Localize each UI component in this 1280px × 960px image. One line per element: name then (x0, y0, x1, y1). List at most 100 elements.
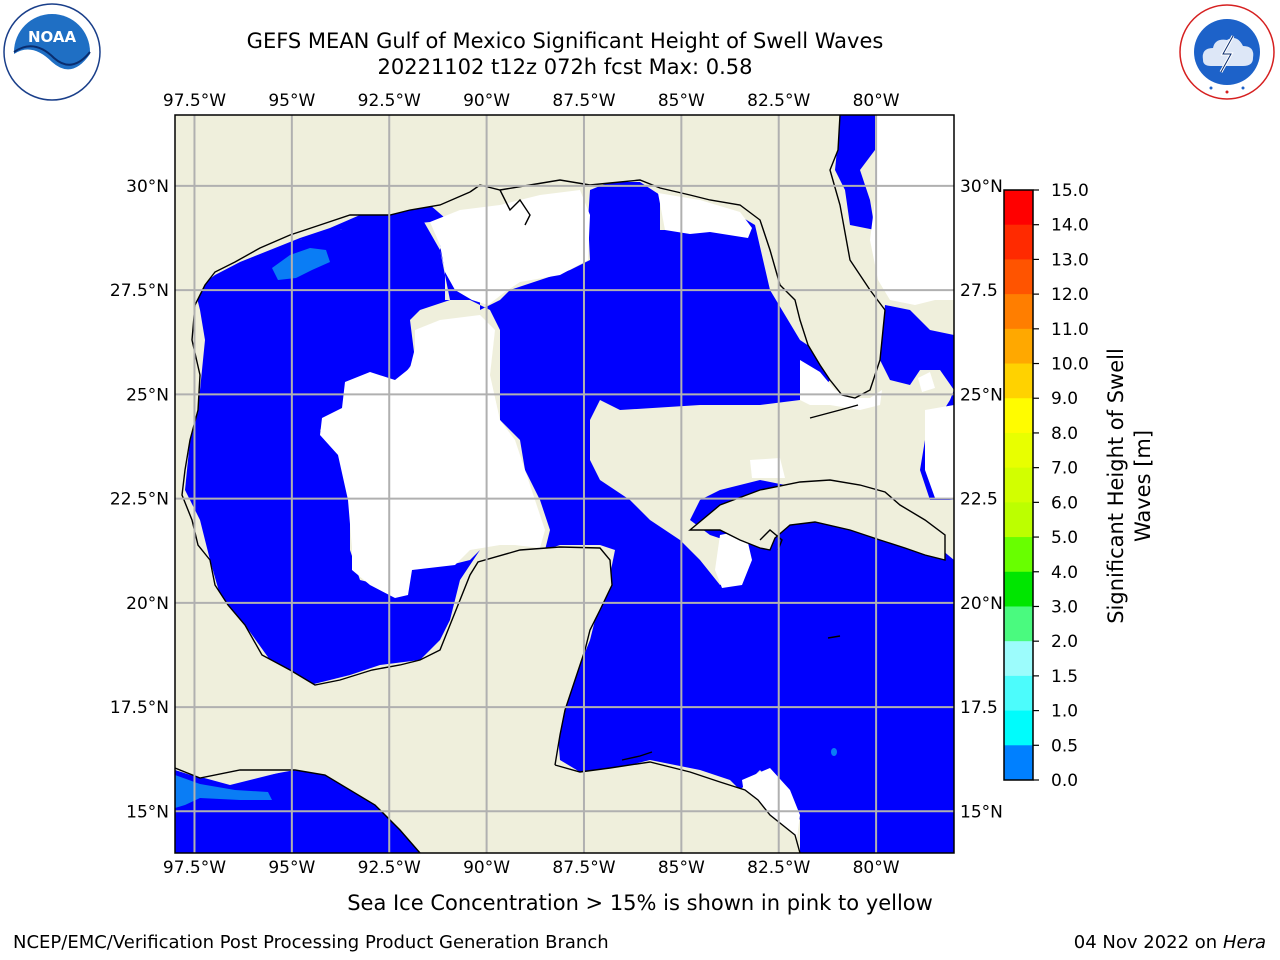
lat-label-right: 22.5 (960, 490, 998, 510)
swell-patch-texas (272, 248, 330, 280)
map-frame (174, 114, 955, 854)
north-america-land (175, 115, 885, 778)
footer-host: Hera (1222, 932, 1266, 953)
lon-label-top: 97.5°W (163, 91, 226, 111)
colorbar-tick-label: 0.5 (1051, 736, 1078, 756)
colorbar-segment (1004, 537, 1033, 573)
lon-label-top: 82.5°W (747, 91, 810, 111)
colorbar-tick-label: 12.0 (1051, 285, 1089, 305)
coastlines (175, 115, 946, 853)
lat-label-left: 17.5°N (110, 698, 169, 718)
no-data-atlantic-2 (918, 372, 935, 392)
nws-logo-icon (1179, 4, 1275, 100)
colorbar-segment (1004, 432, 1033, 469)
lon-label-bottom: 80°W (853, 858, 900, 878)
lon-label-bottom: 97.5°W (163, 858, 226, 878)
colorbar-segment (1004, 224, 1033, 260)
colorbar-tick-label: 7.0 (1051, 459, 1078, 479)
lat-label-left: 30°N (126, 177, 169, 197)
footer-date: 04 Nov 2022 on Hera (1074, 932, 1266, 953)
lat-label-right: 20°N (960, 594, 1003, 614)
lat-label-left: 15°N (126, 802, 169, 822)
no-data-atlantic-3 (925, 405, 954, 500)
no-data-yucatan-channel (715, 530, 752, 588)
colorbar-segment (1004, 745, 1033, 781)
no-data-gulf-center (320, 315, 545, 598)
colorbar-tick-label: 9.0 (1051, 389, 1078, 409)
colorbar-tick-label: 2.0 (1051, 632, 1078, 652)
lat-label-right: 17.5 (960, 698, 998, 718)
footer-date-text: 04 Nov 2022 on (1073, 932, 1218, 953)
lon-label-top: 85°W (658, 91, 705, 111)
lon-labels-top: 97.5°W 95°W 92.5°W 90°W 87.5°W 85°W 82.5°W 80°W (163, 91, 900, 111)
lat-label-left: 27.5°N (110, 281, 169, 301)
no-data-gulf-east (750, 458, 785, 478)
lat-label-left: 22.5°N (110, 490, 169, 510)
lat-label-left: 25°N (126, 385, 169, 405)
central-america-land (175, 640, 800, 853)
colorbar-tick-label: 14.0 (1051, 216, 1089, 236)
colorbar-tick-label: 3.0 (1051, 597, 1078, 617)
lat-label-right: 30°N (960, 177, 1003, 197)
noaa-logo-icon: NOAA (3, 3, 101, 101)
map-plot-area (175, 115, 954, 853)
colorbar-segment (1004, 641, 1033, 677)
lon-labels-bottom: 97.5°W 95°W 92.5°W 90°W 87.5°W 85°W 82.5°W 80°W (163, 858, 900, 878)
colorbar-segment (1004, 502, 1033, 538)
lon-label-bottom: 87.5°W (552, 858, 615, 878)
colorbar-segment (1004, 363, 1033, 399)
caribbean-water (730, 530, 954, 853)
colorbar-tick-label: 10.0 (1051, 355, 1089, 375)
lon-label-top: 87.5°W (552, 91, 615, 111)
swell-patch-caribbean (831, 748, 837, 756)
colorbar-segment (1004, 328, 1033, 365)
colorbar-segment (1004, 259, 1033, 295)
colorbar-segment (1004, 190, 1033, 226)
colorbar-tick-label: 13.0 (1051, 250, 1089, 270)
lon-label-bottom: 92.5°W (358, 858, 421, 878)
lon-label-bottom: 90°W (463, 858, 510, 878)
colorbar-tick-label: 6.0 (1051, 493, 1078, 513)
colorbar-segment (1004, 467, 1033, 503)
colorbar: 15.0 14.0 13.0 12.0 11.0 10.0 9.0 8.0 7.0 6.0 5.0 4… (1003, 181, 1089, 791)
sea-ice-note: Sea Ice Concentration > 15% is shown in … (0, 891, 1280, 915)
chart-subtitle: 20221102 t12z 072h fcst Max: 0.58 (377, 55, 753, 79)
colorbar-frame (1003, 189, 1034, 781)
lat-label-left: 20°N (126, 594, 169, 614)
lon-label-bottom: 85°W (658, 858, 705, 878)
colorbar-tick-label: 1.5 (1051, 667, 1078, 687)
noaa-logo-text: NOAA (28, 28, 77, 46)
colorbar-segment (1004, 710, 1033, 746)
colorbar-segment (1004, 606, 1033, 642)
no-data-gulf-north (430, 190, 590, 305)
colorbar-segment (1004, 675, 1033, 712)
lat-labels-left: 30°N 27.5°N 25°N 22.5°N 20°N 17.5°N 15°N (110, 177, 169, 822)
colorbar-tick-label: 0.0 (1051, 771, 1078, 791)
colorbar-tick-label: 1.0 (1051, 702, 1078, 722)
lon-label-bottom: 95°W (268, 858, 315, 878)
colorbar-tick-label: 11.0 (1051, 320, 1089, 340)
colorbar-tick-label: 15.0 (1051, 181, 1089, 201)
lat-label-right: 25°N (960, 385, 1003, 405)
lon-label-bottom: 82.5°W (747, 858, 810, 878)
footer-branch: NCEP/EMC/Verification Post Processing Pr… (13, 932, 609, 953)
colorbar-segment (1004, 294, 1033, 330)
chart-title: GEFS MEAN Gulf of Mexico Significant Hei… (246, 29, 884, 53)
colorbar-label-line2: Waves [m] (1131, 430, 1155, 542)
colorbar-label-line1: Significant Height of Swell (1104, 348, 1128, 624)
lat-labels-right: 30°N 27.5 25°N 22.5 20°N 17.5 15°N (960, 177, 1003, 822)
atlantic-east-water (835, 115, 954, 500)
lon-label-top: 95°W (268, 91, 315, 111)
gridlines (175, 115, 954, 853)
colorbar-tick-label: 5.0 (1051, 528, 1078, 548)
lat-label-right: 15°N (960, 802, 1003, 822)
no-data-keys (800, 360, 882, 410)
no-data-atlantic (870, 115, 954, 305)
lat-label-right: 27.5 (960, 281, 998, 301)
colorbar-tick-label: 8.0 (1051, 424, 1078, 444)
colorbar-tick-label: 4.0 (1051, 563, 1078, 583)
lon-label-top: 80°W (853, 91, 900, 111)
lon-label-top: 92.5°W (358, 91, 421, 111)
swell-patch-pacific (175, 775, 272, 808)
